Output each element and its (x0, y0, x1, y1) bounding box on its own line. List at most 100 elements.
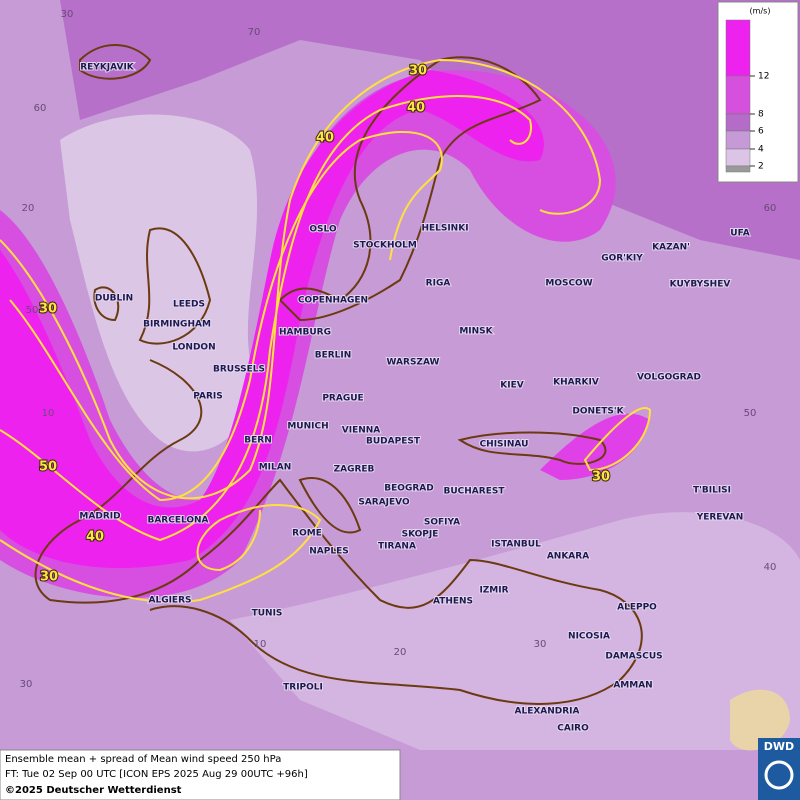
legend-swatch (725, 148, 751, 167)
grid-label: 30 (61, 9, 74, 20)
grid-label: 10 (254, 639, 267, 650)
legend-swatch (725, 75, 751, 115)
city-label: T'BILISI (693, 486, 731, 496)
grid-label: 40 (764, 562, 777, 573)
spread-min (730, 689, 790, 751)
city-label: RIGA (426, 279, 451, 289)
contour-label: 40 (316, 131, 334, 146)
city-label: BERLIN (315, 351, 352, 361)
city-label: LEEDS (173, 300, 205, 310)
city-label: HAMBURG (279, 328, 331, 338)
city-label: PARIS (193, 392, 223, 402)
city-label: HELSINKI (421, 224, 468, 234)
city-label: ISTANBUL (491, 540, 541, 550)
contour-line (0, 504, 322, 603)
city-label: DAMASCUS (605, 652, 662, 662)
city-label: BIRMINGHAM (143, 320, 211, 330)
legend-swatch (725, 165, 751, 173)
city-label: KUYBYSHEV (670, 280, 731, 290)
spread-high (0, 70, 616, 598)
legend-label: 6 (758, 127, 764, 137)
city-label: PRAGUE (322, 394, 363, 404)
city-label: ANKARA (547, 552, 589, 562)
city-label: NAPLES (309, 547, 348, 557)
contour-line (0, 58, 602, 500)
city-label: KHARKIV (553, 378, 599, 388)
city-label: TIRANA (378, 542, 416, 552)
city-label: VIENNA (342, 426, 381, 436)
city-label: BUDAPEST (366, 437, 421, 447)
legend-label: 8 (758, 110, 764, 120)
city-label: VOLGOGRAD (637, 373, 701, 383)
grid-label: 10 (42, 408, 55, 419)
footer-box (0, 749, 401, 800)
spread-low (230, 512, 800, 750)
contour-line (583, 407, 652, 472)
spread-max (0, 70, 544, 569)
city-label: UFA (730, 229, 749, 239)
legend-unit: (m/s) (750, 7, 771, 16)
legend-label: 12 (758, 72, 769, 82)
contour-line (9, 131, 443, 502)
coastline (34, 44, 643, 705)
grid-label: 20 (22, 203, 35, 214)
grid-label: 30 (20, 679, 33, 690)
grid-label: 20 (394, 647, 407, 658)
city-label: ROME (292, 529, 322, 539)
contour-label: 40 (407, 101, 425, 116)
grid-label: 60 (34, 103, 47, 114)
logo: DWD (764, 740, 794, 753)
city-label: GOR'KIY (601, 254, 643, 264)
legend-label: 4 (758, 145, 764, 155)
city-label: DUBLIN (95, 294, 133, 304)
city-label: ALGIERS (149, 596, 192, 606)
city-label: WARSZAW (387, 358, 440, 368)
contour-label: 50 (39, 460, 57, 475)
city-label: ALEXANDRIA (515, 707, 580, 717)
city-label: BRUSSELS (213, 365, 265, 375)
logo-icon (764, 760, 794, 790)
city-label: CHISINAU (480, 440, 529, 450)
city-label: YEREVAN (696, 513, 744, 523)
city-label: STOCKHOLM (353, 241, 417, 251)
city-label: MILAN (259, 463, 292, 473)
city-label: MADRID (79, 512, 120, 522)
spread-mid (60, 0, 800, 260)
city-label: NICOSIA (568, 632, 610, 642)
city-label: BERN (244, 436, 271, 446)
city-label: TUNIS (252, 609, 283, 619)
legend-swatch (725, 130, 751, 150)
city-label: DONETS'K (572, 407, 624, 417)
legend-label: 2 (758, 162, 764, 172)
grid-label: 70 (248, 27, 261, 38)
city-label: MUNICH (287, 422, 328, 432)
city-label: SARAJEVO (358, 498, 410, 508)
city-label: SOFIYA (424, 518, 460, 528)
spread-low (60, 114, 258, 452)
legend-swatch (725, 19, 751, 77)
legend-swatch (725, 113, 751, 132)
grid-label: 50 (26, 305, 39, 316)
footer-forecast-time: FT: Tue 02 Sep 00 UTC [ICON EPS 2025 Aug… (5, 769, 308, 780)
contour-label: 30 (40, 570, 58, 585)
city-label: ZAGREB (334, 465, 375, 475)
grid-label: 60 (764, 203, 777, 214)
contour-label: 30 (39, 302, 57, 317)
city-label: KIEV (500, 381, 523, 391)
logo-box (758, 738, 800, 800)
city-label: SKOPJE (402, 530, 439, 540)
city-label: MINSK (459, 327, 493, 337)
footer-copyright: ©2025 Deutscher Wetterdienst (5, 785, 182, 796)
city-label: BEOGRAD (384, 484, 433, 494)
city-label: ALEPPO (617, 603, 657, 613)
city-label: LONDON (172, 343, 215, 353)
contour-label: 30 (592, 470, 610, 485)
footer-title: Ensemble mean + spread of Mean wind spee… (5, 754, 281, 765)
city-label: MOSCOW (545, 279, 592, 289)
city-label: CAIRO (557, 724, 589, 734)
city-label: ATHENS (433, 597, 473, 607)
city-label: TRIPOLI (283, 683, 323, 693)
contour-label: 30 (409, 64, 427, 79)
legend: (m/s) 12 8 6 4 2 (717, 1, 799, 183)
